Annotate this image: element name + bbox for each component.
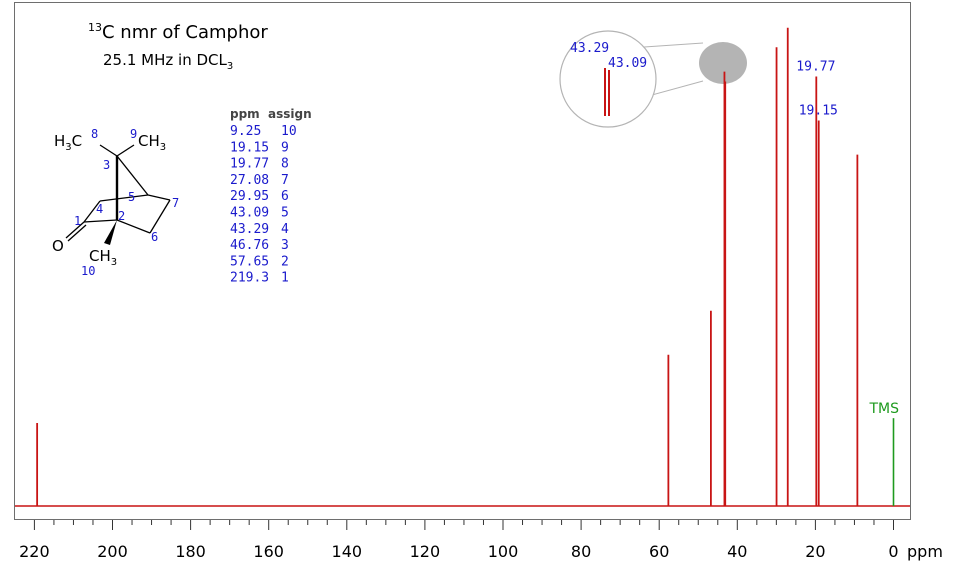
oxygen-label: O [52,237,64,255]
atom-number-9: 9 [130,127,137,141]
chart-title: 13C nmr of Camphor [88,21,268,43]
x-tick-label: 220 [19,542,50,561]
table-cell-ppm: 27.08 [230,173,269,188]
atom-number-7: 7 [172,196,179,210]
camphor-structure: H3C 8 9 CH3 3 5 4 7 1 2 6 O CH3 10 [52,127,179,278]
inset-label-43.09: 43.09 [608,56,647,71]
x-tick-label: 100 [488,542,519,561]
h3c-label: H3C [54,132,82,153]
table-cell-assign: 7 [281,173,289,188]
atom-number-5: 5 [128,190,135,204]
table-cell-ppm: 19.15 [230,140,269,155]
x-tick-label: 80 [571,542,591,561]
table-cell-assign: 6 [281,189,289,204]
atom-number-1: 1 [74,214,81,228]
x-tick-label: 180 [175,542,206,561]
x-tick-label: 60 [649,542,669,561]
table-cell-assign: 3 [281,238,289,253]
atom-number-2: 2 [118,209,125,223]
table-cell-assign: 8 [281,157,289,172]
table-cell-ppm: 43.09 [230,206,269,221]
atom-number-3: 3 [103,158,110,172]
x-tick-label: 160 [253,542,284,561]
tms-label: TMS [869,401,900,417]
table-cell-ppm: 29.95 [230,189,269,204]
x-axis-unit: ppm [907,542,943,561]
title-superscript: 13 [88,21,102,34]
ch3-right-label: CH3 [138,132,166,153]
table-cell-ppm: 57.65 [230,254,269,269]
table-cell-assign: 5 [281,206,289,221]
table-cell-ppm: 9.25 [230,124,261,139]
subtitle-main: 25.1 MHz in DCL [103,51,227,69]
assignment-table: ppm assign 9.25 10 19.15 9 19.77 8 27.08 7 29.95… [230,107,312,286]
inset-zoom: 43.29 43.09 [559,30,747,128]
table-cell-assign: 2 [281,254,289,269]
x-tick-label: 40 [727,542,747,561]
subtitle-subscript: 3 [227,61,233,72]
chart-subtitle: 25.1 MHz in DCL3 [103,51,233,72]
peak-label-19.15: 19.15 [799,103,838,118]
atom-number-4: 4 [96,202,103,216]
x-axis: 220 200 180 160 140 120 100 80 60 40 20 0 ppm [19,520,943,561]
x-tick-label: 200 [97,542,128,561]
table-header-assign: assign [268,107,312,121]
table-cell-ppm: 46.76 [230,238,269,253]
ch3-bottom-label: CH3 [89,247,117,268]
x-tick-label: 140 [332,542,363,561]
table-cell-ppm: 19.77 [230,157,269,172]
table-cell-assign: 1 [281,271,289,286]
peak-label-19.77: 19.77 [796,60,835,75]
title-main: C nmr of Camphor [102,22,268,43]
table-header-ppm: ppm [230,107,260,121]
peaks-layer: TMS 19.77 19.15 [15,27,910,507]
inset-highlight [699,42,747,84]
plot-frame [14,2,911,520]
atom-number-6: 6 [151,230,158,244]
table-cell-ppm: 43.29 [230,222,269,237]
inset-label-43.29: 43.29 [570,41,609,56]
atom-number-10: 10 [81,264,95,278]
table-cell-assign: 10 [281,124,297,139]
table-cell-ppm: 219.3 [230,271,269,286]
x-tick-label: 120 [410,542,441,561]
table-cell-assign: 4 [281,222,289,237]
atom-number-8: 8 [91,127,98,141]
table-cell-assign: 9 [281,140,289,155]
x-tick-label: 20 [805,542,825,561]
x-tick-label: 0 [888,542,898,561]
